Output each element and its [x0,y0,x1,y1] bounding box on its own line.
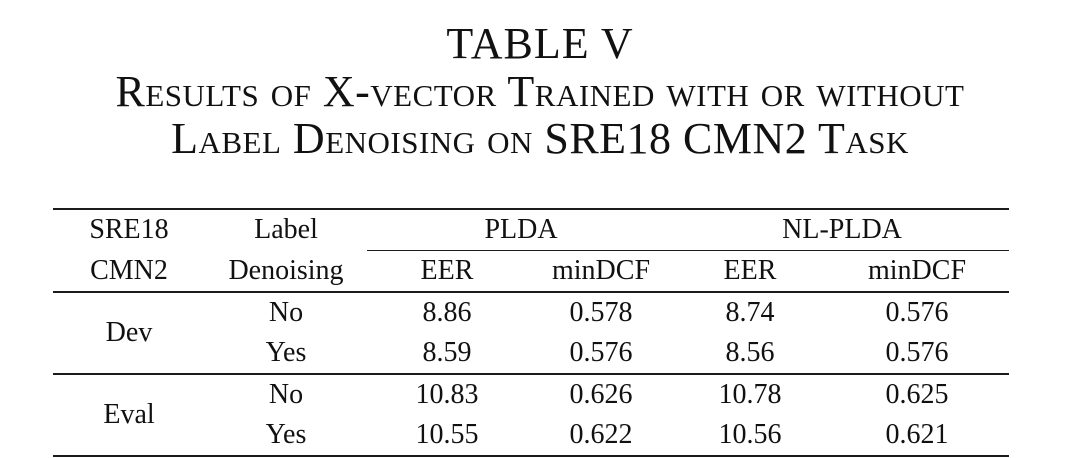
value-cell: 10.56 [718,419,782,450]
header-row-2: CMN2 Denoising EER minDCF EER minDCF [53,250,1010,292]
header-row-1: SRE18 Label PLDA NL-PLDA [53,209,1009,251]
header-dataset-line1: SRE18 [89,214,169,246]
value-cell: 10.78 [675,373,825,415]
header-denoising-line2: Denoising [228,254,344,286]
table-body: Dev No 8.86 0.578 8.74 0.576 Yes 8.59 0.… [53,292,1010,456]
dataset-cell-eval: Eval [53,373,205,456]
denoising-cell: No [205,373,367,415]
value-cell: 0.578 [569,297,633,328]
denoising-cell: No [268,297,304,328]
table-header: SRE18 Label PLDA NL-PLDA CMN2 Denoising … [53,209,1010,292]
header-dataset-line2: CMN2 [90,254,168,286]
value-cell: 0.576 [885,297,949,328]
table-row-dev-no: Dev No 8.86 0.578 8.74 0.576 [53,292,1009,348]
value-cell: 8.59 [422,337,472,368]
header-denoising-line1: Label [254,214,318,246]
value-cell: 0.626 [527,373,675,415]
header-nlplda-mindcf: minDCF [825,250,1010,292]
table-number: TABLE V [446,19,634,68]
value-cell: 8.74 [725,297,775,328]
value-cell: 0.625 [825,373,1010,415]
header-plda-eer: EER [367,250,527,292]
header-group-plda: PLDA [484,214,558,245]
value-cell: 0.621 [885,419,949,450]
caption-line-1: Results of X-vector Trained with or with… [115,67,965,116]
value-cell: 10.83 [367,373,527,415]
value-cell: 8.56 [725,337,775,368]
value-cell: 10.55 [415,419,479,450]
header-group-nlplda: NL-PLDA [782,214,902,245]
denoising-cell: Yes [265,419,307,450]
header-nlplda-eer: EER [675,250,825,292]
results-table: SRE18 Label PLDA NL-PLDA CMN2 Denoising … [53,208,1010,457]
header-plda-mindcf: minDCF [527,250,675,292]
value-cell: 0.576 [885,337,949,368]
dataset-cell-dev: Dev [105,317,153,348]
denoising-cell: Yes [265,337,307,368]
table-caption: TABLE V Results of X-vector Trained with… [0,0,1080,163]
caption-line-2: Label Denoising on SRE18 CMN2 Task [171,114,909,163]
table-row-eval-yes: Yes 10.55 0.622 10.56 0.621 [53,415,1009,456]
value-cell: 0.576 [569,337,633,368]
value-cell: 0.622 [569,419,633,450]
table-row-eval-no: Eval No 10.83 0.626 10.78 0.625 [53,373,1010,456]
table-row-dev-yes: Yes 8.59 0.576 8.56 0.576 [53,333,1009,374]
value-cell: 8.86 [422,297,472,328]
